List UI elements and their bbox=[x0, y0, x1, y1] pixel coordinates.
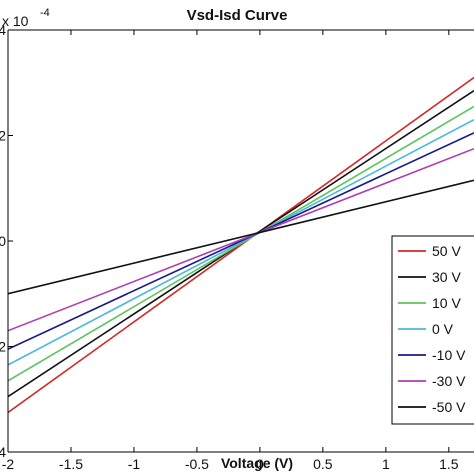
y-tick-labels: -4 -2 0 2 4 bbox=[0, 22, 6, 460]
chart-title: Vsd-Isd Curve bbox=[187, 7, 288, 24]
legend-box bbox=[391, 235, 474, 425]
series-line-0V bbox=[8, 118, 474, 366]
x-axis-label: Voltage (V) bbox=[221, 455, 293, 471]
series-line-10V bbox=[8, 105, 474, 382]
x-tick-labels: -2 -1.5 -1 -0.5 0 0.5 1 1.5 bbox=[2, 456, 459, 472]
y-tick-label: 4 bbox=[0, 22, 6, 38]
x-tick-label: -2 bbox=[2, 456, 15, 472]
legend-label: -50 V bbox=[432, 399, 466, 415]
legend-label: -30 V bbox=[432, 373, 466, 389]
legend: 50 V 30 V 10 V 0 V -10 V -30 V -50 V bbox=[391, 235, 474, 425]
x-tick-label: 0 bbox=[256, 456, 264, 472]
legend-label: 0 V bbox=[432, 321, 454, 337]
legend-label: 10 V bbox=[432, 295, 461, 311]
x-tick-label: -1.5 bbox=[59, 456, 83, 472]
x-tick-label: 0.5 bbox=[313, 456, 333, 472]
legend-label: -10 V bbox=[432, 347, 466, 363]
y-tick-label: -2 bbox=[0, 339, 6, 355]
series-line-neg30V bbox=[8, 147, 474, 332]
x-tick-label: -1 bbox=[128, 456, 141, 472]
legend-label: 50 V bbox=[432, 243, 461, 259]
x-tick-label: -0.5 bbox=[185, 456, 209, 472]
series-group bbox=[8, 76, 474, 414]
y-tick-label: 2 bbox=[0, 128, 6, 144]
y-exponent-label: x 10 -4 bbox=[2, 7, 50, 29]
series-line-neg50V bbox=[8, 179, 474, 295]
y-exponent-base: x 10 bbox=[2, 13, 29, 29]
plot-area bbox=[8, 76, 474, 414]
x-tick-label: 1.5 bbox=[439, 456, 459, 472]
tick-marks bbox=[7, 29, 450, 453]
series-line-50V bbox=[8, 76, 474, 414]
y-tick-label: -4 bbox=[0, 444, 6, 460]
series-line-neg10V bbox=[8, 132, 474, 350]
legend-label: 30 V bbox=[432, 269, 461, 285]
x-tick-label: 1 bbox=[382, 456, 390, 472]
y-exponent-power: -4 bbox=[40, 7, 50, 19]
y-tick-label: 0 bbox=[0, 233, 6, 249]
